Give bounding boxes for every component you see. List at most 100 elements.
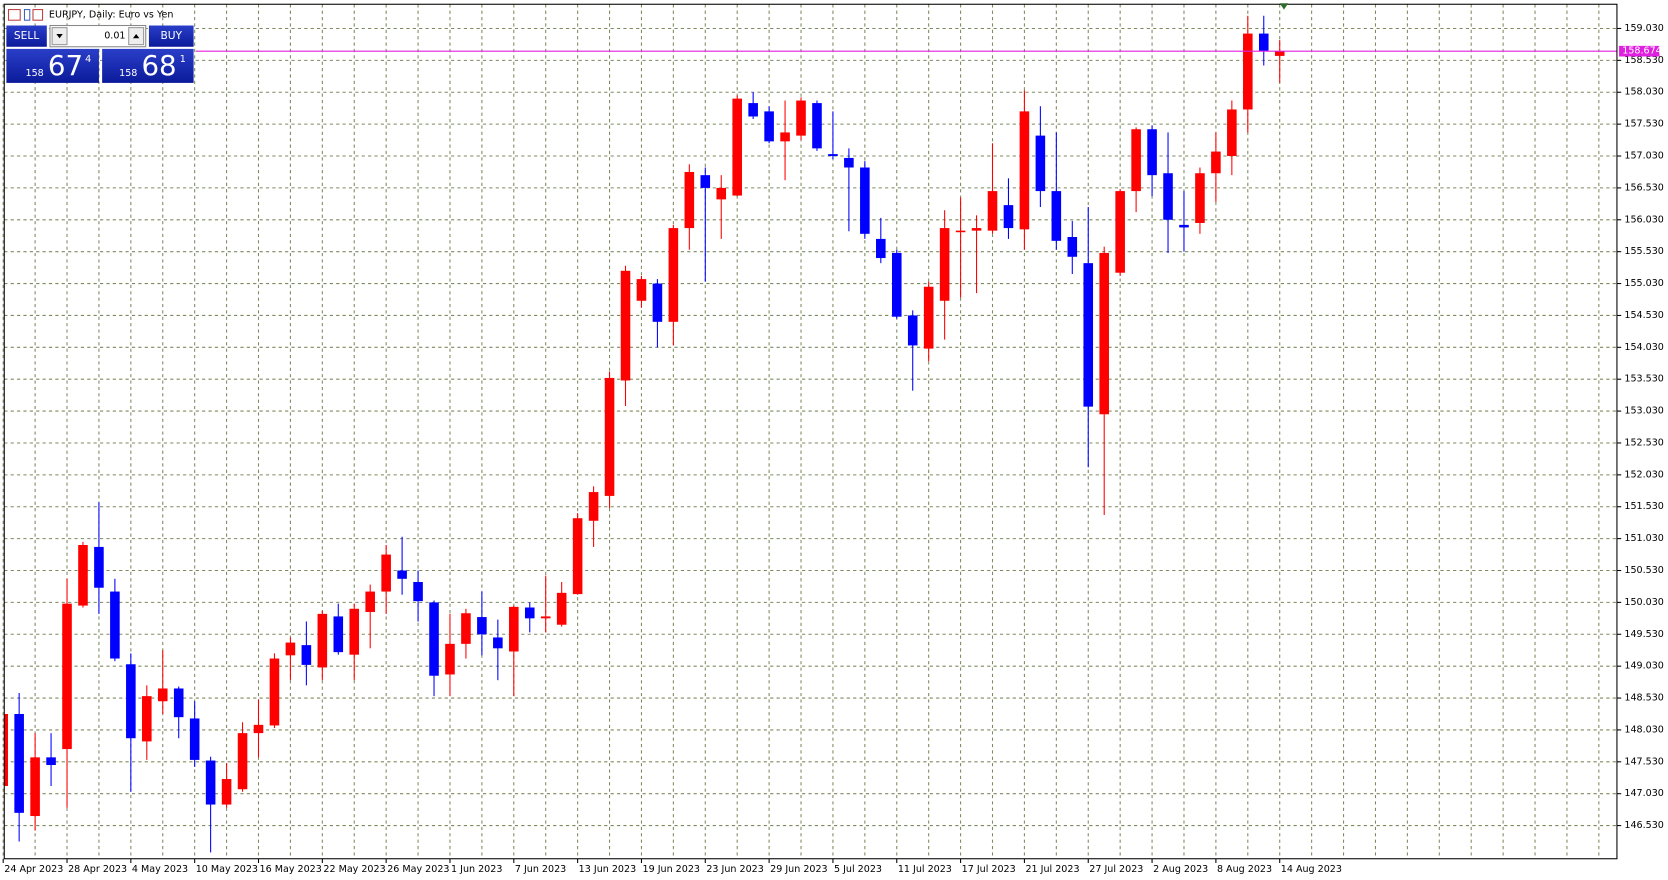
candle-body	[812, 103, 822, 149]
candle-body	[620, 270, 631, 381]
candle-body	[844, 157, 854, 168]
candle-body	[780, 132, 790, 142]
candle-body	[509, 606, 519, 652]
candle-body	[540, 616, 551, 619]
x-tick-label: 17 Jul 2023	[962, 864, 1016, 875]
candle-body	[1163, 173, 1173, 220]
candle-body	[987, 191, 998, 231]
x-tick-label: 5 Jul 2023	[834, 864, 882, 875]
price-line-tag	[1619, 45, 1660, 57]
overlay: 146.530 147.030 147.530 148.030 148.530 149.0…	[2, 23, 1664, 875]
x-tick-label: 1 Jun 2023	[451, 864, 502, 875]
candle-body	[4, 713, 8, 787]
candle-body	[349, 608, 360, 655]
candle-body	[445, 643, 455, 675]
candle-body	[157, 688, 168, 702]
candle-body	[301, 645, 312, 665]
candle-body	[876, 238, 886, 259]
candle-body	[429, 602, 439, 676]
candle-body	[397, 570, 407, 579]
candle-body	[62, 603, 72, 750]
icon	[32, 9, 44, 21]
candle-body	[891, 252, 902, 317]
candles	[4, 15, 1285, 853]
candle-body	[604, 377, 615, 496]
candle-body	[14, 713, 24, 813]
sell-button[interactable]	[6, 25, 47, 47]
x-tick-label: 27 Jul 2023	[1089, 864, 1143, 875]
x-tick-label: 2 Aug 2023	[1153, 864, 1208, 875]
candle-body	[142, 696, 152, 742]
candle-body	[493, 637, 503, 649]
candle-body	[572, 518, 583, 595]
y-tick-label: 159.030	[1624, 23, 1664, 34]
buy-price-main: 68	[141, 49, 176, 82]
y-tick-label: 148.030	[1624, 724, 1664, 735]
candle-body	[716, 187, 727, 200]
candle-body	[1019, 111, 1030, 230]
candle-body	[221, 779, 232, 805]
y-tick-label: 158.030	[1624, 87, 1664, 98]
y-tick-label: 154.530	[1624, 310, 1664, 321]
candle-body	[907, 315, 918, 346]
candle-body	[588, 492, 599, 521]
lot-field[interactable]	[49, 24, 147, 48]
candle-body	[269, 658, 280, 726]
y-tick-label: 156.030	[1624, 214, 1664, 225]
candle-body	[126, 664, 136, 739]
candle-body	[1179, 224, 1189, 228]
x-tick-label: 29 Jun 2023	[770, 864, 827, 875]
candle-body	[796, 100, 806, 136]
candle-body	[1131, 129, 1141, 192]
candle-body	[381, 554, 391, 592]
candle-body	[253, 724, 264, 734]
lot-up-arrow	[132, 34, 140, 39]
sell-label[interactable]: SELL	[14, 29, 39, 42]
y-tick-label: 157.030	[1624, 151, 1664, 162]
sell-price-main: 67	[48, 49, 83, 82]
candle-body	[94, 546, 104, 588]
candle-body	[652, 283, 663, 322]
y-tick-label: 158.530	[1624, 55, 1664, 66]
x-tick-label: 16 May 2023	[260, 864, 322, 875]
y-tick-label: 156.530	[1624, 182, 1664, 193]
y-tick-label: 147.530	[1624, 756, 1664, 767]
sell-price-small: 4	[85, 54, 91, 65]
icon	[23, 9, 31, 21]
icon	[7, 9, 21, 21]
buy-price-big: 158	[119, 68, 137, 79]
y-tick-label: 149.030	[1624, 661, 1664, 672]
x-tick-label: 22 May 2023	[323, 864, 385, 875]
x-tick-label: 8 Aug 2023	[1217, 864, 1272, 875]
sell-price-box[interactable]	[6, 48, 99, 83]
candle-body	[1035, 135, 1046, 192]
buy-label[interactable]: BUY	[160, 29, 182, 42]
candle-body	[477, 617, 487, 635]
candle-body	[1227, 109, 1237, 157]
y-tick-label: 150.030	[1624, 597, 1664, 608]
candle-body	[78, 545, 88, 606]
x-tick-label: 10 May 2023	[196, 864, 258, 875]
candle-body	[748, 103, 758, 117]
candle-body	[1099, 252, 1109, 415]
x-tick-label: 23 Jun 2023	[706, 864, 763, 875]
x-tick-label: 19 Jun 2023	[643, 864, 700, 875]
y-tick-label: 153.030	[1624, 406, 1664, 417]
candle-body	[237, 733, 248, 790]
candle-body	[524, 607, 535, 619]
y-tick-label: 154.030	[1624, 342, 1664, 353]
candle-body	[46, 757, 56, 766]
lot-value[interactable]: 0.01	[104, 31, 125, 42]
candle-body	[1195, 173, 1205, 223]
x-tick-label: 26 May 2023	[387, 864, 449, 875]
buy-button[interactable]	[148, 25, 194, 47]
y-tick-label: 148.530	[1624, 693, 1664, 704]
candle-body	[700, 175, 711, 188]
chart-title: EURJPY, Daily: Euro vs Yen	[49, 9, 174, 20]
y-tick-label: 151.530	[1624, 501, 1664, 512]
candle-body	[939, 228, 950, 301]
buy-price-box[interactable]	[102, 48, 194, 83]
candle-body	[971, 228, 982, 231]
